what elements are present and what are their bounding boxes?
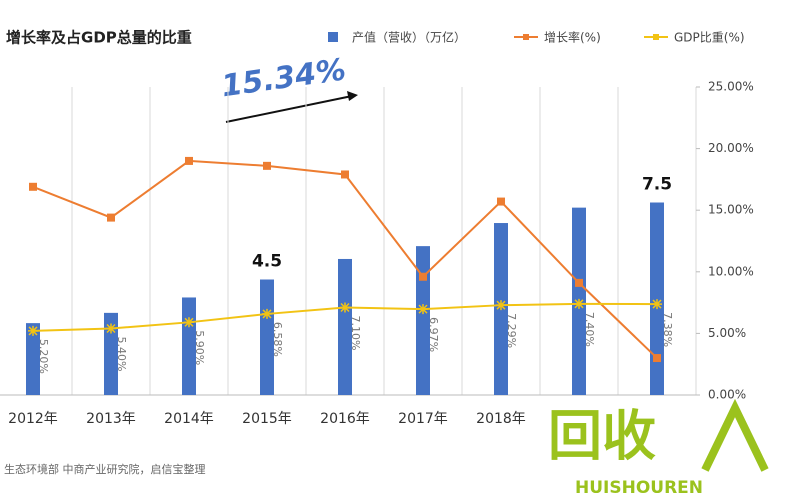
data-label: 5.40% xyxy=(115,336,128,371)
source: 生态环境部 中商产业研究院，启信宝整理 xyxy=(4,462,206,476)
y2-tick-label: 5.00% xyxy=(708,326,746,340)
marker xyxy=(263,161,271,170)
legend-label: 产值（营收）（万亿） xyxy=(352,30,466,45)
marker xyxy=(652,299,662,310)
data-label: 5.20% xyxy=(37,339,50,374)
marker xyxy=(28,325,38,336)
marker xyxy=(496,300,506,311)
x-tick-label: 2016年 xyxy=(320,411,370,427)
marker xyxy=(184,317,194,328)
watermark-subtext: HUISHOUREN xyxy=(575,478,703,498)
legend-marker xyxy=(653,34,659,40)
data-label: 6.58% xyxy=(271,322,284,357)
chart-title: 增长率及占GDP总量的比重 xyxy=(6,29,192,47)
marker xyxy=(29,182,37,191)
watermark-logo xyxy=(701,398,769,472)
bar xyxy=(338,258,352,395)
watermark-bg xyxy=(540,405,700,475)
data-label: 4.5 xyxy=(252,252,282,272)
bar xyxy=(26,323,40,395)
marker xyxy=(262,308,272,319)
marker xyxy=(497,197,505,206)
legend-label: 增长率(%) xyxy=(544,30,601,45)
bar xyxy=(104,312,118,395)
watermark-text: 回收 xyxy=(548,405,656,468)
marker xyxy=(574,298,584,309)
marker xyxy=(575,278,583,287)
marker xyxy=(341,170,349,179)
legend-marker xyxy=(523,34,529,40)
y2-tick-label: 0.00% xyxy=(708,388,746,402)
data-label: 7.10% xyxy=(349,316,362,351)
legend-swatch xyxy=(328,32,338,42)
annotation: 15.34% xyxy=(219,52,348,104)
annotation-arrowhead xyxy=(347,91,358,101)
x-tick-label: 2017年 xyxy=(398,411,448,427)
y2-tick-label: 25.00% xyxy=(708,80,754,94)
x-tick-label: 2013年 xyxy=(86,411,136,427)
marker xyxy=(107,213,115,222)
marker xyxy=(185,156,193,165)
marker xyxy=(106,323,116,334)
bar xyxy=(416,246,430,395)
y2-tick-label: 20.00% xyxy=(708,141,754,155)
marker xyxy=(653,354,661,363)
data-label: 6.97% xyxy=(427,317,440,352)
data-label: 5.90% xyxy=(193,330,206,365)
marker xyxy=(340,302,350,313)
data-label: 7.38% xyxy=(661,312,674,347)
legend-label: GDP比重(%) xyxy=(674,31,745,45)
bar xyxy=(650,202,664,395)
marker xyxy=(418,304,428,315)
x-tick-label: 2015年 xyxy=(242,411,292,427)
marker xyxy=(419,272,427,281)
y2-tick-label: 10.00% xyxy=(708,264,754,278)
y2-tick-label: 15.00% xyxy=(708,203,754,217)
x-tick-label: 2014年 xyxy=(164,411,214,427)
data-label: 7.5 xyxy=(642,175,672,195)
annotation-arrow xyxy=(225,95,353,123)
data-label: 7.29% xyxy=(505,313,518,348)
x-tick-label: 2012年 xyxy=(8,411,58,427)
bar xyxy=(260,279,274,395)
watermark: 回收 HUISHOUREN xyxy=(540,398,769,498)
data-label: 7.40% xyxy=(583,312,596,347)
x-tick-label: 2018年 xyxy=(476,411,526,427)
